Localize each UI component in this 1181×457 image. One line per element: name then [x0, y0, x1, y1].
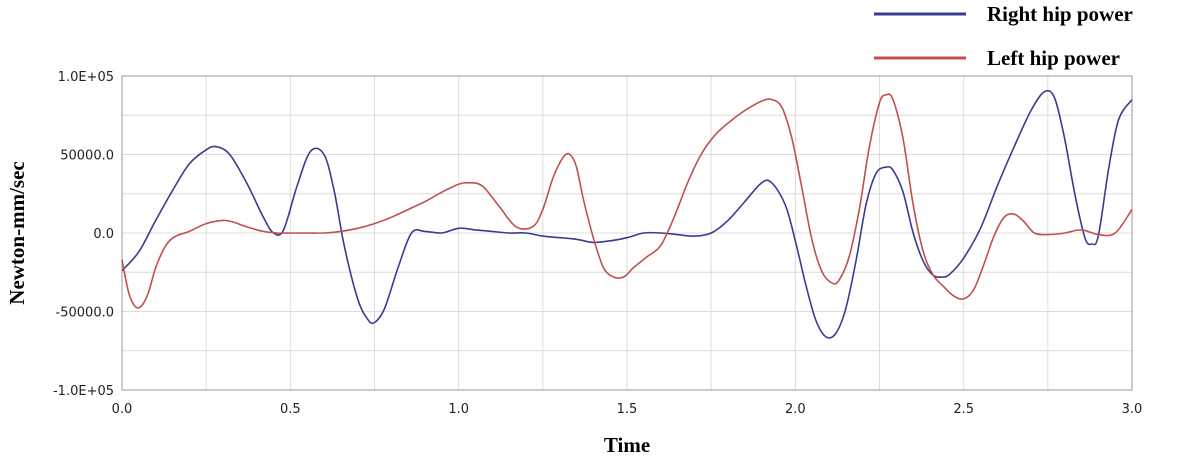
- x-tick-label: 0.0: [112, 402, 133, 417]
- series-line-right-hip-power: [121, 89, 1133, 339]
- series-layer: [121, 89, 1133, 339]
- x-tick-label: 0.5: [280, 402, 301, 417]
- x-tick-label: 3.0: [1122, 402, 1143, 417]
- y-axis-title: Newton-mm/sec: [5, 161, 29, 304]
- legend-label-left-hip-power: Left hip power: [987, 46, 1120, 70]
- x-tick-label: 2.0: [785, 402, 806, 417]
- x-axis: 0.0 0.5 1.0 1.5 2.0 2.5 3.0: [112, 402, 1143, 417]
- y-tick-label: 1.0E+05: [58, 70, 114, 85]
- y-tick-label: -50000.0: [56, 306, 114, 321]
- legend-label-right-hip-power: Right hip power: [987, 2, 1133, 26]
- y-tick-label: 50000.0: [60, 149, 114, 164]
- series-line-left-hip-power: [121, 93, 1133, 309]
- legend: Right hip power Left hip power: [874, 2, 1133, 70]
- x-tick-label: 1.0: [448, 402, 469, 417]
- x-axis-title: Time: [604, 433, 650, 457]
- x-tick-label: 1.5: [617, 402, 638, 417]
- y-axis: 1.0E+05 50000.0 0.0 -50000.0 -1.0E+05: [53, 70, 114, 399]
- plot-area: [121, 75, 1133, 391]
- y-tick-label: 0.0: [93, 227, 114, 242]
- x-tick-label: 2.5: [953, 402, 974, 417]
- y-tick-label: -1.0E+05: [53, 384, 114, 399]
